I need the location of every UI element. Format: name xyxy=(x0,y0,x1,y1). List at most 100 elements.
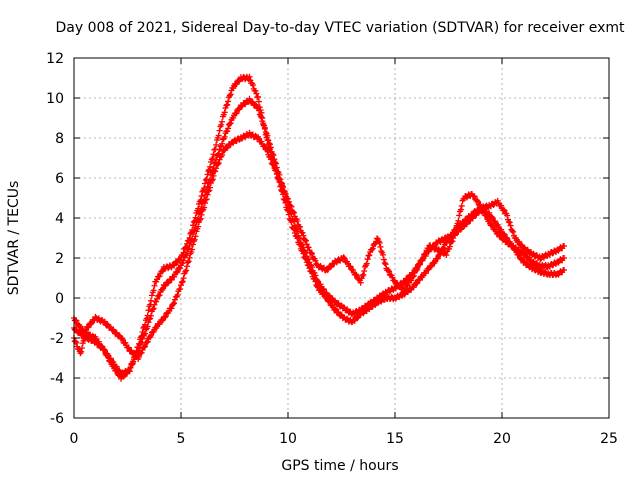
data-point xyxy=(420,254,427,261)
data-point xyxy=(180,275,187,282)
data-point xyxy=(451,232,458,239)
data-point xyxy=(521,258,528,265)
data-point xyxy=(161,282,168,289)
data-point xyxy=(380,251,387,258)
data-point xyxy=(458,202,465,209)
series-track-b xyxy=(71,95,568,382)
data-point xyxy=(145,307,152,314)
data-point xyxy=(408,277,415,284)
data-point xyxy=(312,272,319,279)
data-point xyxy=(303,253,310,260)
data-point xyxy=(261,124,268,131)
data-point xyxy=(305,244,312,251)
data-point xyxy=(391,277,398,284)
data-point xyxy=(141,344,148,351)
data-point xyxy=(142,326,149,333)
data-point xyxy=(227,91,234,98)
data-point xyxy=(203,196,210,203)
data-point xyxy=(279,184,286,191)
data-point xyxy=(296,234,303,241)
data-point xyxy=(144,338,151,345)
data-point xyxy=(308,249,315,256)
data-point xyxy=(308,263,315,270)
data-point xyxy=(202,196,209,203)
data-point xyxy=(285,198,292,205)
data-point xyxy=(215,160,222,167)
y-tick-label: 6 xyxy=(55,171,64,187)
data-point xyxy=(76,323,83,330)
data-point xyxy=(287,202,294,209)
data-point xyxy=(413,280,420,287)
data-point xyxy=(475,198,482,205)
data-point xyxy=(151,282,158,289)
data-point xyxy=(314,277,321,284)
data-point xyxy=(350,267,357,274)
data-point xyxy=(183,267,190,274)
data-point xyxy=(261,143,268,150)
data-point xyxy=(224,101,231,108)
data-point xyxy=(561,267,568,273)
data-point xyxy=(151,301,158,308)
data-point xyxy=(226,120,233,127)
y-tick-label: -2 xyxy=(50,331,64,347)
data-point xyxy=(219,151,226,158)
data-point xyxy=(267,156,274,163)
data-point xyxy=(192,233,199,240)
data-point xyxy=(88,320,95,327)
data-point xyxy=(213,141,220,148)
tick-layer: -6 -4 -2 0 2 4 6 8 10 12 0 5 10 15 20 25 xyxy=(46,51,618,447)
data-point xyxy=(105,354,112,361)
data-point xyxy=(149,306,156,313)
data-point xyxy=(275,174,282,181)
data-point xyxy=(156,273,163,280)
data-point xyxy=(489,215,496,222)
data-point xyxy=(506,219,513,226)
data-point xyxy=(130,360,137,367)
data-point xyxy=(162,313,169,320)
data-point xyxy=(150,305,157,312)
series-track-c xyxy=(71,129,568,362)
y-axis-label: SDTVAR / TECUs xyxy=(6,181,22,296)
data-point xyxy=(107,358,114,365)
data-point xyxy=(288,203,295,210)
data-point xyxy=(489,223,496,230)
y-tick-label: 8 xyxy=(55,131,64,147)
data-point xyxy=(136,345,143,352)
y-tick-label: 2 xyxy=(55,251,64,267)
data-point xyxy=(186,254,193,261)
data-point xyxy=(483,213,490,220)
data-point xyxy=(201,200,208,207)
data-point xyxy=(449,238,456,245)
plot-frame xyxy=(73,57,610,419)
data-point xyxy=(364,256,371,263)
data-point xyxy=(144,323,151,330)
data-point xyxy=(276,175,283,182)
data-point xyxy=(291,222,298,229)
data-point xyxy=(146,316,153,323)
data-point xyxy=(225,98,232,105)
x-tick-label: 0 xyxy=(70,431,79,447)
data-point xyxy=(270,152,277,159)
data-point xyxy=(215,150,222,157)
data-point xyxy=(209,176,216,183)
data-point xyxy=(259,118,266,125)
data-point xyxy=(299,241,306,248)
data-point xyxy=(361,267,368,274)
data-point xyxy=(516,238,523,245)
data-point xyxy=(180,257,187,264)
data-point xyxy=(504,212,511,219)
data-point xyxy=(178,279,185,286)
data-point xyxy=(273,167,280,174)
data-point xyxy=(354,315,361,322)
data-point xyxy=(246,73,253,80)
data-point xyxy=(138,349,145,356)
data-point xyxy=(168,305,175,312)
data-point xyxy=(270,161,277,168)
data-point xyxy=(81,335,88,342)
data-point xyxy=(208,177,215,184)
data-point xyxy=(174,291,181,298)
data-point xyxy=(486,217,493,224)
data-point xyxy=(196,217,203,224)
